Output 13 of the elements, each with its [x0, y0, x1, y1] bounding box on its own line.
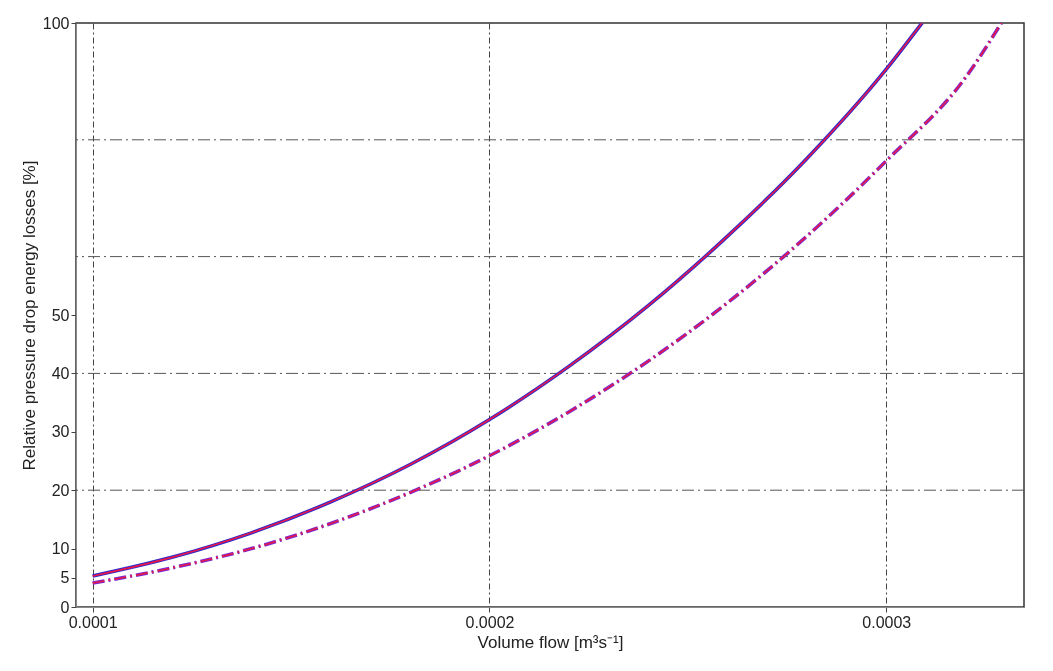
y-tick-label: 100 [42, 14, 70, 32]
y-tick-label: 40 [51, 364, 70, 382]
x-tick-label: 0.0003 [862, 613, 912, 631]
x-axis-title: Volume flow [m³s⁻¹] [477, 632, 624, 652]
y-axis-title: Relative pressure drop energy losses [%] [19, 160, 39, 471]
y-tick-label: 10 [51, 540, 70, 558]
x-tick-label: 0.0001 [68, 613, 118, 631]
y-tick-label: 20 [51, 481, 70, 499]
y-tick-label: 50 [51, 306, 70, 324]
x-tick-label: 0.0002 [465, 613, 515, 631]
y-tick-label: 30 [51, 423, 70, 441]
y-tick-label: 5 [60, 569, 70, 587]
y-tick-label: 0 [60, 598, 70, 616]
